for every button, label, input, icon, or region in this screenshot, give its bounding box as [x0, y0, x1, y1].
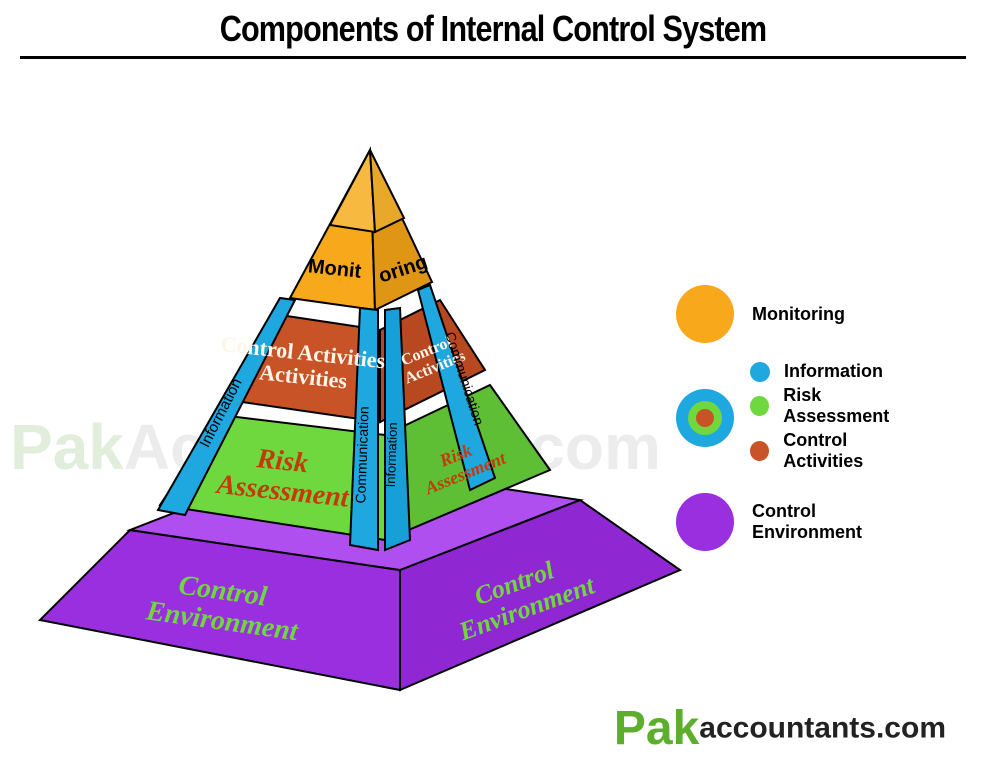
legend-ring-inner: [696, 409, 714, 427]
legend-bullseye: [676, 389, 732, 447]
legend-label-monitoring: Monitoring: [752, 304, 845, 325]
legend-item-information: Information: [750, 361, 926, 382]
footer-logo-rest: accountants.com: [699, 712, 946, 745]
legend-dot-risk: [750, 396, 769, 416]
footer-logo-green: Pak: [614, 702, 699, 755]
layer-monitoring-cap-side: [370, 150, 404, 232]
legend-item-control-env: Control Environment: [676, 493, 926, 551]
title-underline: [20, 56, 966, 59]
footer-logo: Pakaccountants.com: [614, 701, 946, 756]
legend-label-information: Information: [784, 361, 883, 382]
layer-monitoring-cap-front: [330, 150, 375, 232]
legend-item-risk: Risk Assessment: [750, 385, 926, 427]
legend-label-control-env: Control Environment: [752, 501, 926, 543]
legend-label-risk: Risk Assessment: [783, 385, 926, 427]
page-title: Components of Internal Control System: [74, 0, 912, 50]
legend: Monitoring Information Risk Assessment: [676, 285, 926, 557]
legend-item-control-activities: Control Activities: [750, 430, 926, 472]
channel-label-information-front-right: Information: [383, 422, 400, 488]
legend-label-ca: Control Activities: [783, 430, 926, 472]
legend-item-monitoring: Monitoring: [676, 285, 926, 343]
channel-label-communication-front-left: Communication: [352, 406, 371, 504]
pyramid-diagram: Monit oring Control Activities Activitie…: [0, 60, 720, 740]
diagram-stage: PakAccountants.com Monit oring: [0, 60, 986, 774]
legend-dot-monitoring: [676, 285, 734, 343]
legend-dot-ca: [750, 441, 769, 461]
legend-dot-information: [750, 362, 770, 382]
legend-dot-control-env: [676, 493, 734, 551]
